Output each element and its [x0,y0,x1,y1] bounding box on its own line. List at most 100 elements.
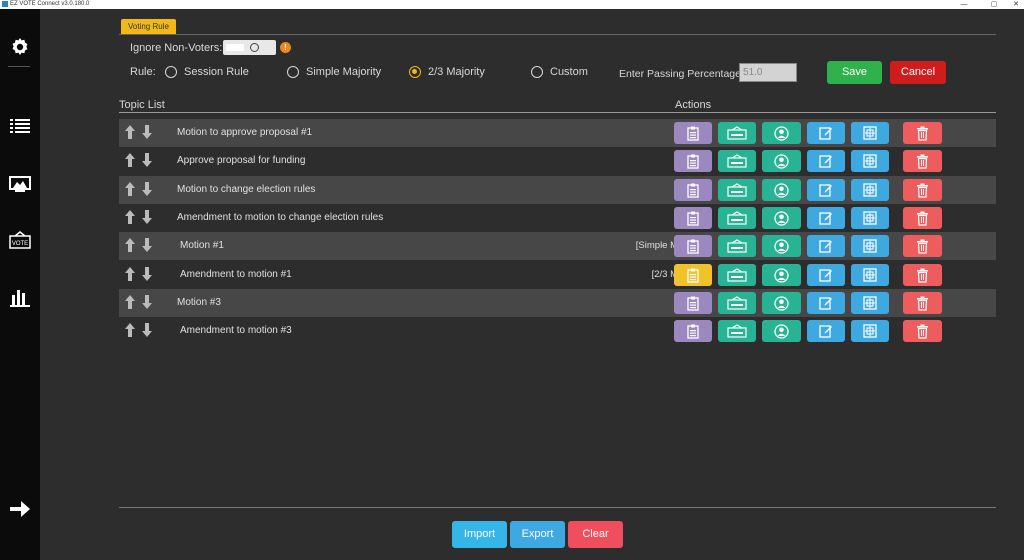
move-up-icon[interactable] [125,182,135,196]
move-down-icon[interactable] [142,323,152,337]
maximize-button[interactable]: ▢ [990,1,998,8]
add-button[interactable] [851,292,889,314]
table-row[interactable]: Motion #3 [119,289,996,317]
move-up-icon[interactable] [125,323,135,337]
radio-custom-label[interactable]: Custom [550,66,588,78]
table-row[interactable]: Amendment to motion #1[2/3 Majority] [119,261,996,289]
move-down-icon[interactable] [142,153,152,167]
radio-session-rule[interactable] [165,66,177,78]
clipboard-button[interactable] [674,320,712,342]
user-button[interactable] [762,235,801,257]
delete-button[interactable] [903,292,942,314]
delete-button[interactable] [903,235,942,257]
table-row[interactable]: Motion to change election rules [119,176,996,204]
move-down-icon[interactable] [142,238,152,252]
ballot-box-button[interactable] [718,320,756,342]
radio-simple-majority[interactable] [287,66,299,78]
add-button[interactable] [851,207,889,229]
save-button[interactable]: Save [827,61,882,84]
delete-button[interactable] [903,207,942,229]
table-row[interactable]: Motion #1 [Simple Majority] [119,232,996,260]
passing-percentage-input[interactable] [739,63,797,82]
trash-icon [916,296,929,311]
clipboard-button[interactable] [674,207,712,229]
move-up-icon[interactable] [125,153,135,167]
ballot-box-button[interactable] [718,292,756,314]
ballot-box-button[interactable] [718,150,756,172]
delete-button[interactable] [903,122,942,144]
clipboard-button[interactable] [674,179,712,201]
gear-icon[interactable] [7,34,33,60]
add-button[interactable] [851,179,889,201]
cancel-button[interactable]: Cancel [890,61,946,84]
user-button[interactable] [762,320,801,342]
user-button[interactable] [762,292,801,314]
monitor-icon[interactable] [7,171,33,197]
radio-custom[interactable] [531,66,543,78]
ballot-box-button[interactable] [718,235,756,257]
move-up-icon[interactable] [125,295,135,309]
radio-two-thirds-majority[interactable] [409,66,421,78]
user-button[interactable] [762,179,801,201]
export-button[interactable]: Export [510,521,565,548]
user-button[interactable] [762,150,801,172]
user-button[interactable] [762,122,801,144]
ballot-box-button[interactable] [718,207,756,229]
edit-button[interactable] [807,235,845,257]
edit-button[interactable] [807,292,845,314]
clipboard-button[interactable] [674,235,712,257]
add-button[interactable] [851,320,889,342]
table-row[interactable]: Approve proposal for funding [119,147,996,175]
clipboard-button[interactable] [674,150,712,172]
clipboard-button[interactable] [674,122,712,144]
vote-icon[interactable]: VOTE [7,227,33,253]
delete-button[interactable] [903,320,942,342]
radio-two-thirds-majority-label[interactable]: 2/3 Majority [428,66,485,78]
clipboard-button[interactable] [674,264,712,286]
move-up-icon[interactable] [125,125,135,139]
table-row[interactable]: Motion to approve proposal #1 [119,119,996,147]
add-button[interactable] [851,264,889,286]
move-down-icon[interactable] [142,182,152,196]
close-button[interactable]: ✕ [1013,1,1019,8]
arrow-right-icon[interactable] [7,496,33,522]
move-up-icon[interactable] [125,238,135,252]
move-down-icon[interactable] [142,267,152,281]
table-row[interactable]: Amendment to motion #3 [119,317,996,345]
edit-button[interactable] [807,207,845,229]
add-button[interactable] [851,235,889,257]
list-icon[interactable] [7,113,33,139]
delete-button[interactable] [903,264,942,286]
radio-session-rule-label[interactable]: Session Rule [184,66,249,78]
tab-voting-rule[interactable]: Voting Rule [121,19,176,34]
user-button[interactable] [762,264,801,286]
move-down-icon[interactable] [142,295,152,309]
add-button[interactable] [851,150,889,172]
info-icon[interactable]: ! [280,42,291,53]
ignore-non-voters-toggle[interactable] [223,40,276,55]
edit-button[interactable] [807,150,845,172]
move-up-icon[interactable] [125,267,135,281]
radio-simple-majority-label[interactable]: Simple Majority [306,66,382,78]
move-down-icon[interactable] [142,125,152,139]
ballot-box-button[interactable] [718,179,756,201]
edit-button[interactable] [807,320,845,342]
minimize-button[interactable]: — [960,1,968,8]
table-row[interactable]: Amendment to motion to change election r… [119,204,996,232]
import-button[interactable]: Import [452,521,507,548]
user-button[interactable] [762,207,801,229]
clipboard-button[interactable] [674,292,712,314]
edit-button[interactable] [807,179,845,201]
edit-button[interactable] [807,264,845,286]
ballot-box-button[interactable] [718,264,756,286]
edit-button[interactable] [807,122,845,144]
add-button[interactable] [851,122,889,144]
move-up-icon[interactable] [125,210,135,224]
clear-button[interactable]: Clear [568,521,623,548]
delete-button[interactable] [903,150,942,172]
bar-chart-icon[interactable] [7,284,33,310]
move-down-icon[interactable] [142,210,152,224]
edit-icon [819,268,833,282]
delete-button[interactable] [903,179,942,201]
ballot-box-button[interactable] [718,122,756,144]
